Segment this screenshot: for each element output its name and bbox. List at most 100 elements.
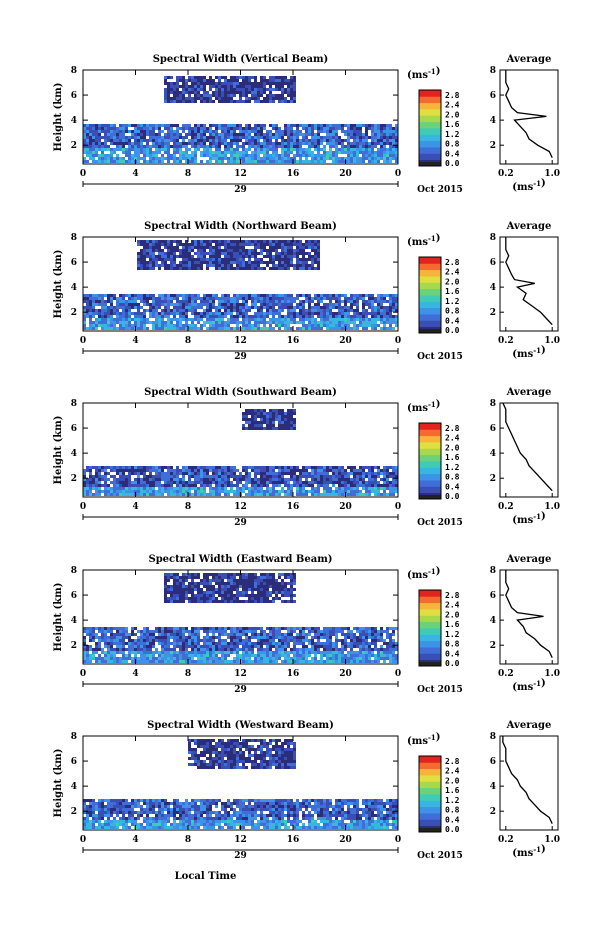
colorbar-segment: [419, 269, 441, 277]
heat-cell: [182, 475, 185, 478]
heat-cell: [233, 82, 236, 85]
heat-cell: [188, 154, 191, 157]
heat-cell: [143, 148, 146, 151]
heat-cell: [134, 642, 137, 645]
heat-cell: [263, 133, 266, 136]
heat-cell: [302, 243, 305, 246]
heat-cell: [365, 133, 368, 136]
heat-cell: [323, 484, 326, 487]
heat-cell: [341, 142, 344, 145]
heat-cell: [188, 139, 191, 142]
heat-cell: [290, 246, 293, 249]
heat-cell: [317, 145, 320, 148]
colorbar-segment: [419, 282, 441, 290]
heat-cell: [320, 318, 323, 321]
heat-cell: [218, 478, 221, 481]
heat-cell: [353, 145, 356, 148]
heat-cell: [263, 151, 266, 154]
heat-cell: [395, 321, 398, 324]
heat-cell: [128, 478, 131, 481]
heat-cell: [146, 240, 149, 243]
heat-cell: [317, 258, 320, 261]
heat-cell: [248, 297, 251, 300]
heat-cell: [290, 490, 293, 493]
heat-cell: [164, 576, 167, 579]
heat-cell: [158, 133, 161, 136]
heat-cell: [86, 481, 89, 484]
heat-cell: [386, 130, 389, 133]
heat-cell: [209, 297, 212, 300]
heat-cell: [98, 636, 101, 639]
heat-cell: [266, 136, 269, 139]
heat-cell: [272, 321, 275, 324]
heat-cell: [281, 475, 284, 478]
heat-cell: [104, 300, 107, 303]
average-profile-line: [505, 237, 553, 326]
heat-cell: [98, 660, 101, 663]
heat-cell: [293, 312, 296, 315]
heat-cell: [173, 660, 176, 663]
heat-cell: [227, 478, 230, 481]
heat-cell: [269, 142, 272, 145]
heat-cell: [128, 318, 131, 321]
heat-cell: [122, 642, 125, 645]
average-frame: [499, 402, 559, 498]
x-tick-label: 12: [234, 502, 247, 512]
colorbar-segment: [419, 486, 441, 494]
heat-cell: [272, 243, 275, 246]
heat-cell: [251, 154, 254, 157]
heat-cell: [185, 636, 188, 639]
heat-cell: [206, 466, 209, 469]
heat-cell: [266, 493, 269, 496]
heat-cell: [275, 255, 278, 258]
heat-cell: [332, 478, 335, 481]
heat-cell: [200, 94, 203, 97]
heat-cell: [260, 136, 263, 139]
heat-cell: [242, 255, 245, 258]
heat-cell: [239, 145, 242, 148]
heat-cell: [359, 148, 362, 151]
heat-cell: [278, 145, 281, 148]
heat-cell: [95, 142, 98, 145]
heat-cell: [266, 312, 269, 315]
heat-cell: [194, 466, 197, 469]
heat-cell: [146, 639, 149, 642]
heat-cell: [194, 85, 197, 88]
heat-cell: [341, 300, 344, 303]
heat-cell: [365, 303, 368, 306]
heat-cell: [83, 472, 86, 475]
heat-cell: [251, 91, 254, 94]
heat-cell: [134, 627, 137, 630]
heat-cell: [152, 142, 155, 145]
heat-cell: [350, 124, 353, 127]
heat-cell: [224, 240, 227, 243]
heat-cell: [299, 300, 302, 303]
heat-cell: [260, 100, 263, 103]
heat-cell: [278, 303, 281, 306]
heat-cell: [158, 630, 161, 633]
heat-cell: [263, 100, 266, 103]
heat-cell: [368, 472, 371, 475]
heat-cell: [236, 139, 239, 142]
heat-cell: [215, 294, 218, 297]
heat-cell: [269, 424, 272, 427]
heat-cell: [251, 306, 254, 309]
heat-cell: [173, 240, 176, 243]
heat-cell: [215, 267, 218, 270]
heat-cell: [191, 573, 194, 576]
heat-cell: [191, 579, 194, 582]
heat-cell: [185, 246, 188, 249]
heat-cell: [290, 142, 293, 145]
heat-cell: [353, 160, 356, 163]
heat-cell: [236, 142, 239, 145]
heat-cell: [269, 88, 272, 91]
heat-cell: [263, 409, 266, 412]
heat-cell: [161, 249, 164, 252]
heat-cell: [140, 255, 143, 258]
heat-cell: [248, 481, 251, 484]
heat-cell: [146, 636, 149, 639]
heat-cell: [350, 294, 353, 297]
heat-cell: [113, 133, 116, 136]
heat-cell: [221, 324, 224, 327]
heat-cell: [368, 318, 371, 321]
